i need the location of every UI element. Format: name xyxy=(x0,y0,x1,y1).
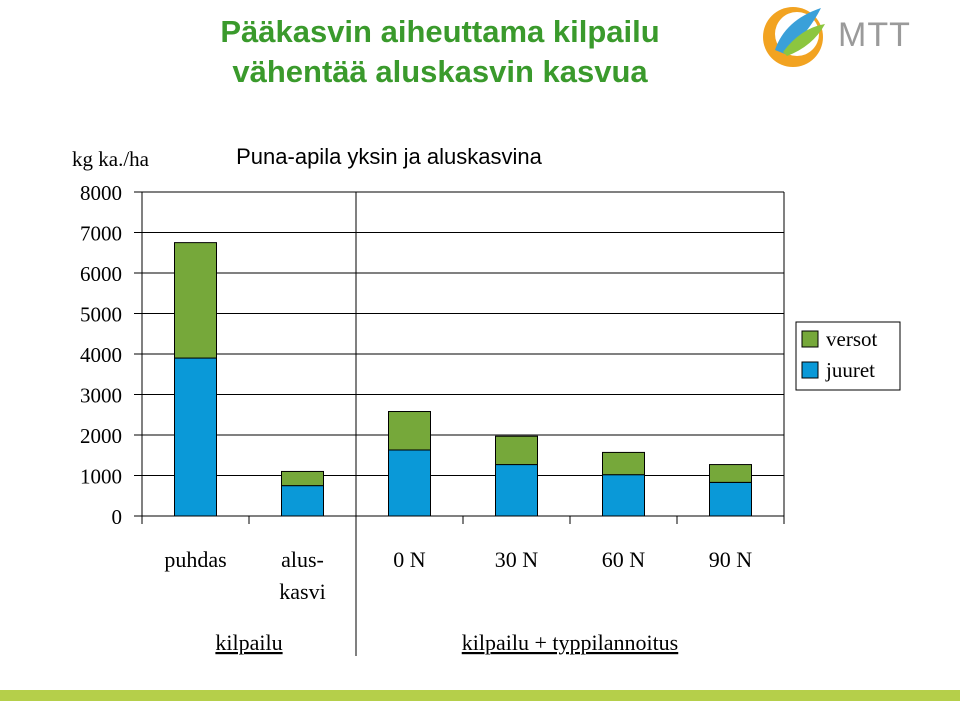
bar-juuret xyxy=(174,357,217,517)
legend-swatch-versot xyxy=(801,330,819,348)
bar-versot xyxy=(388,411,431,451)
slide-title-line-2: vähentää aluskasvin kasvua xyxy=(232,54,648,89)
bar-versot xyxy=(709,464,752,483)
bar-juuret xyxy=(495,464,538,517)
group-label: kilpailu + typpilannoitus xyxy=(462,630,679,655)
x-tick-label: 90 N xyxy=(709,547,753,572)
y-tick-label: 6000 xyxy=(80,262,122,286)
y-tick-label: 3000 xyxy=(80,384,122,408)
chart-title: Puna-apila yksin ja aluskasvina xyxy=(236,144,542,169)
bar-versot xyxy=(602,451,645,476)
slide-title-line-1: Pääkasvin aiheuttama kilpailu xyxy=(220,14,660,49)
x-tick-label: 30 N xyxy=(495,547,539,572)
y-tick-label: 8000 xyxy=(80,181,122,205)
y-tick-label: 2000 xyxy=(80,424,122,448)
footer-bar xyxy=(0,690,960,701)
y-tick-label: 4000 xyxy=(80,343,122,367)
y-tick-label: 1000 xyxy=(80,465,122,489)
slide-title: Pääkasvin aiheuttama kilpailu vähentää a… xyxy=(140,12,740,92)
y-tick-label: 7000 xyxy=(80,222,122,246)
mtt-logo-icon xyxy=(763,7,825,67)
bar-juuret xyxy=(281,485,324,517)
legend-swatch-juuret xyxy=(801,361,819,379)
y-axis-label: kg ka./ha xyxy=(72,147,150,171)
bar-versot xyxy=(281,470,324,487)
bar-juuret xyxy=(709,481,752,517)
x-tick-label: alus- xyxy=(281,547,324,572)
bar-juuret xyxy=(388,449,431,517)
y-tick-label: 5000 xyxy=(80,303,122,327)
logo-text: MTT xyxy=(838,16,911,54)
x-tick-label: kasvi xyxy=(279,579,325,604)
legend-label-versot: versot xyxy=(826,327,877,351)
bar-juuret xyxy=(602,474,645,517)
y-tick-label: 0 xyxy=(112,505,123,529)
legend-label-juuret: juuret xyxy=(825,358,875,382)
x-tick-label: 0 N xyxy=(393,547,426,572)
x-tick-label: 60 N xyxy=(602,547,646,572)
group-label: kilpailu xyxy=(215,630,282,655)
bar-versot xyxy=(495,435,538,466)
bar-versot xyxy=(174,242,217,359)
legend-box xyxy=(795,321,901,391)
x-tick-label: puhdas xyxy=(164,547,226,572)
